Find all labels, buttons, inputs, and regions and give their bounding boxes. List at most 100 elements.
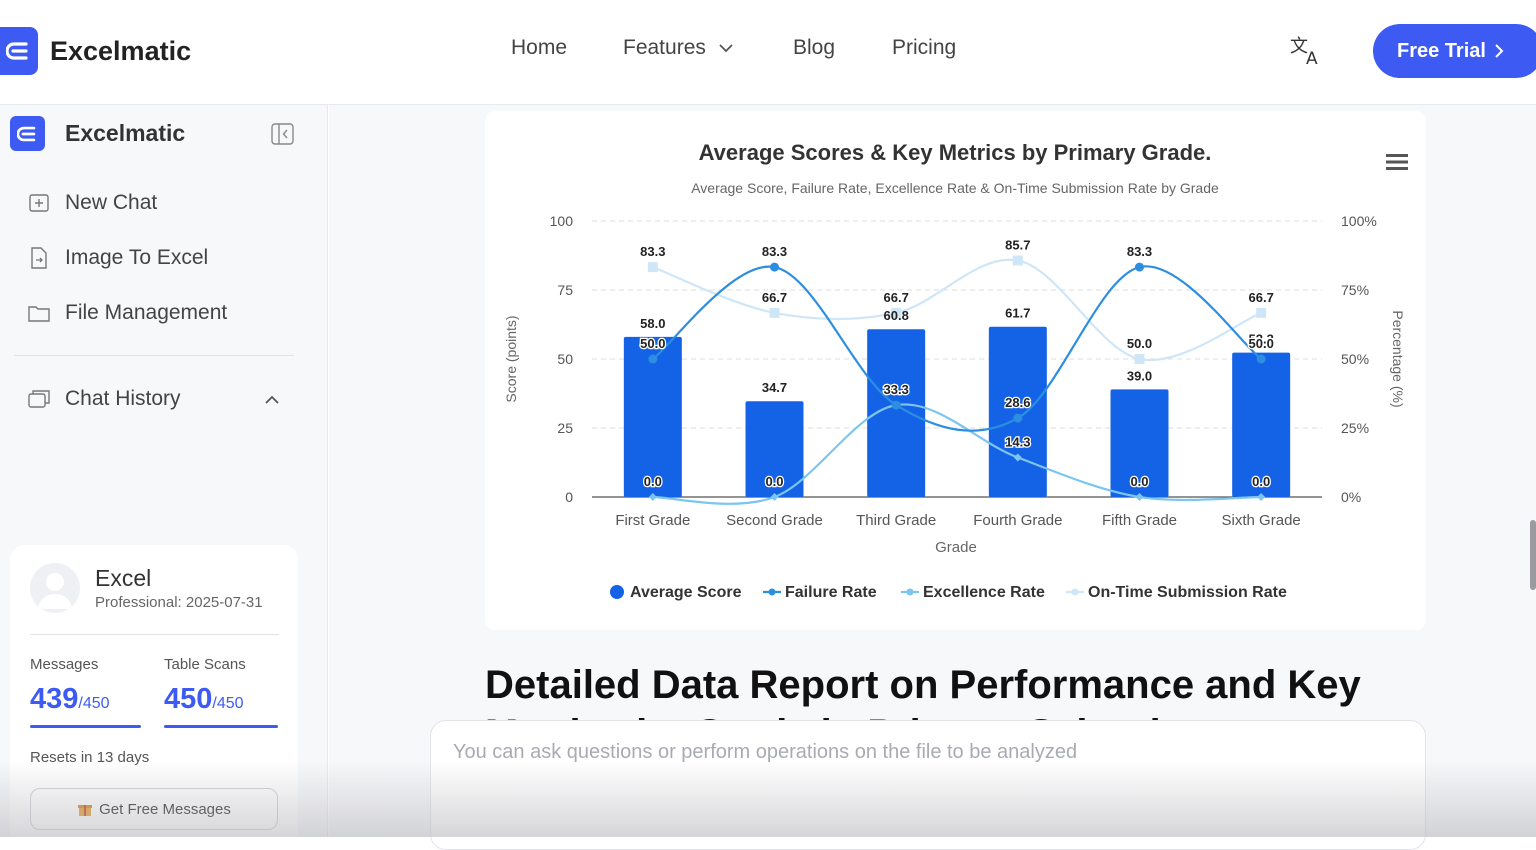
data-point[interactable] bbox=[647, 262, 658, 273]
data-point[interactable] bbox=[1257, 493, 1266, 501]
messages-count: 439/450 bbox=[30, 683, 110, 716]
chat-history-icon bbox=[28, 390, 50, 408]
sidebar-item-label: Image To Excel bbox=[65, 246, 209, 269]
sidebar-item-label: Chat History bbox=[65, 387, 181, 410]
sidebar-item-label: File Management bbox=[65, 301, 228, 324]
series-line bbox=[652, 265, 1262, 432]
data-point[interactable] bbox=[1013, 413, 1023, 423]
data-point[interactable] bbox=[648, 354, 658, 364]
brand[interactable]: Excelmatic bbox=[0, 27, 191, 75]
messages-used: 439 bbox=[30, 683, 79, 715]
legend-item-label[interactable]: Excellence Rate bbox=[923, 584, 1045, 601]
y2-tick-label: 25% bbox=[1341, 420, 1369, 436]
chevron-up-icon[interactable] bbox=[264, 393, 280, 407]
line-value-label: 50.0 bbox=[1249, 336, 1274, 351]
line-value-label: 50.0 bbox=[1127, 336, 1152, 351]
sidebar-item-file-management[interactable]: File Management bbox=[27, 301, 227, 325]
svg-text:文: 文 bbox=[1290, 36, 1308, 57]
data-point[interactable] bbox=[770, 493, 779, 501]
bar[interactable] bbox=[988, 326, 1047, 497]
data-point[interactable] bbox=[1134, 354, 1145, 364]
bar[interactable] bbox=[1110, 389, 1169, 497]
free-trial-button[interactable]: Free Trial bbox=[1373, 24, 1536, 78]
line-value-label: 0.0 bbox=[765, 474, 783, 489]
chart: Average Scores & Key Metrics by Primary … bbox=[503, 140, 1406, 601]
translate-icon[interactable]: 文 A bbox=[1288, 32, 1324, 68]
bar[interactable] bbox=[745, 401, 804, 497]
line-value-label: 0.0 bbox=[644, 474, 662, 489]
excelmatic-logo-icon bbox=[0, 27, 38, 75]
y-tick-label: 50 bbox=[557, 351, 573, 367]
excelmatic-logo-icon bbox=[10, 116, 45, 151]
chart-menu-icon[interactable] bbox=[1385, 153, 1409, 171]
bar[interactable] bbox=[1232, 352, 1291, 497]
y-tick-label: 75 bbox=[557, 282, 573, 298]
image-to-excel-icon bbox=[31, 247, 47, 269]
reset-text: Resets in 13 days bbox=[30, 749, 150, 766]
nav-home-link[interactable]: Home bbox=[511, 36, 568, 59]
sidebar-item-image-to-excel[interactable]: Image To Excel bbox=[27, 246, 208, 270]
gift-icon bbox=[78, 805, 93, 816]
account-plan: Professional: 2025-07-31 bbox=[95, 594, 263, 611]
table-scans-max: /450 bbox=[212, 695, 244, 712]
data-point[interactable] bbox=[769, 307, 780, 318]
line-value-label: 0.0 bbox=[1130, 474, 1148, 489]
bar-value-label: 39.0 bbox=[1127, 368, 1152, 383]
y2-tick-label: 75% bbox=[1341, 282, 1369, 298]
legend-item-label[interactable]: On-Time Submission Rate bbox=[1088, 584, 1287, 601]
line-value-label: 85.7 bbox=[1005, 237, 1030, 252]
sidebar-brand-name: Excelmatic bbox=[65, 120, 186, 146]
chart-legend[interactable]: Average Score Failure Rate Excellence Rate… bbox=[610, 584, 1287, 601]
data-point[interactable] bbox=[1135, 262, 1144, 272]
table-scans-used: 450 bbox=[164, 683, 213, 715]
data-point[interactable] bbox=[1012, 255, 1023, 266]
y2-tick-label: 50% bbox=[1341, 351, 1369, 367]
line-value-label: 33.3 bbox=[884, 382, 909, 397]
bar-value-label: 52.3 bbox=[1249, 332, 1274, 347]
series-line bbox=[652, 403, 1262, 505]
account-divider bbox=[30, 634, 279, 635]
x-tick-label: Sixth Grade bbox=[1222, 512, 1301, 529]
line-value-label: 66.7 bbox=[1249, 290, 1274, 305]
chevron-down-icon bbox=[719, 44, 733, 53]
chart-subtitle: Average Score, Failure Rate, Excellence … bbox=[691, 180, 1219, 196]
bar-value-label: 58.0 bbox=[640, 316, 665, 331]
line-value-label: 66.7 bbox=[762, 290, 787, 305]
data-point[interactable] bbox=[891, 307, 902, 318]
avatar[interactable] bbox=[30, 563, 80, 613]
bar[interactable] bbox=[867, 329, 926, 497]
sidebar: Excelmatic New Chat Image To Excel File … bbox=[0, 105, 328, 845]
data-point[interactable] bbox=[770, 262, 779, 272]
nav-pricing-link[interactable]: Pricing bbox=[892, 36, 957, 59]
data-point[interactable] bbox=[648, 493, 657, 501]
y-tick-label: 100 bbox=[550, 213, 574, 229]
x-axis-label: Grade bbox=[935, 539, 977, 556]
legend-item-label[interactable]: Failure Rate bbox=[785, 584, 877, 601]
table-scans-label: Table Scans bbox=[164, 656, 246, 673]
chart-bars bbox=[623, 326, 1291, 497]
bar[interactable] bbox=[623, 336, 682, 497]
data-point[interactable] bbox=[1013, 453, 1022, 462]
nav-features-link[interactable]: Features bbox=[623, 36, 734, 60]
sidebar-brand: Excelmatic bbox=[10, 116, 185, 151]
scrollbar-thumb[interactable] bbox=[1530, 520, 1536, 590]
sidebar-item-chat-history[interactable]: Chat History bbox=[27, 387, 181, 411]
account-name: Excel bbox=[95, 565, 152, 591]
x-tick-label: Fifth Grade bbox=[1102, 512, 1177, 529]
legend-item-label[interactable]: Average Score bbox=[630, 584, 742, 601]
sidebar-item-new-chat[interactable]: New Chat bbox=[27, 191, 157, 215]
collapse-sidebar-icon[interactable] bbox=[271, 123, 294, 145]
data-point[interactable] bbox=[1256, 354, 1266, 364]
get-free-messages-button[interactable]: Get Free Messages bbox=[30, 788, 278, 830]
data-point[interactable] bbox=[1135, 493, 1144, 501]
svg-text:A: A bbox=[1306, 49, 1318, 68]
chat-input[interactable] bbox=[453, 741, 1393, 764]
data-point[interactable] bbox=[1256, 307, 1267, 318]
data-point[interactable] bbox=[891, 400, 901, 410]
nav-blog-link[interactable]: Blog bbox=[793, 36, 836, 59]
line-value-label: 83.3 bbox=[1127, 244, 1152, 259]
get-free-messages-label: Get Free Messages bbox=[99, 800, 231, 818]
chart-card: Average Scores & Key Metrics by Primary … bbox=[485, 111, 1426, 630]
account-card: Excel Professional: 2025-07-31 Messages … bbox=[10, 545, 298, 845]
folder-icon bbox=[28, 306, 50, 322]
